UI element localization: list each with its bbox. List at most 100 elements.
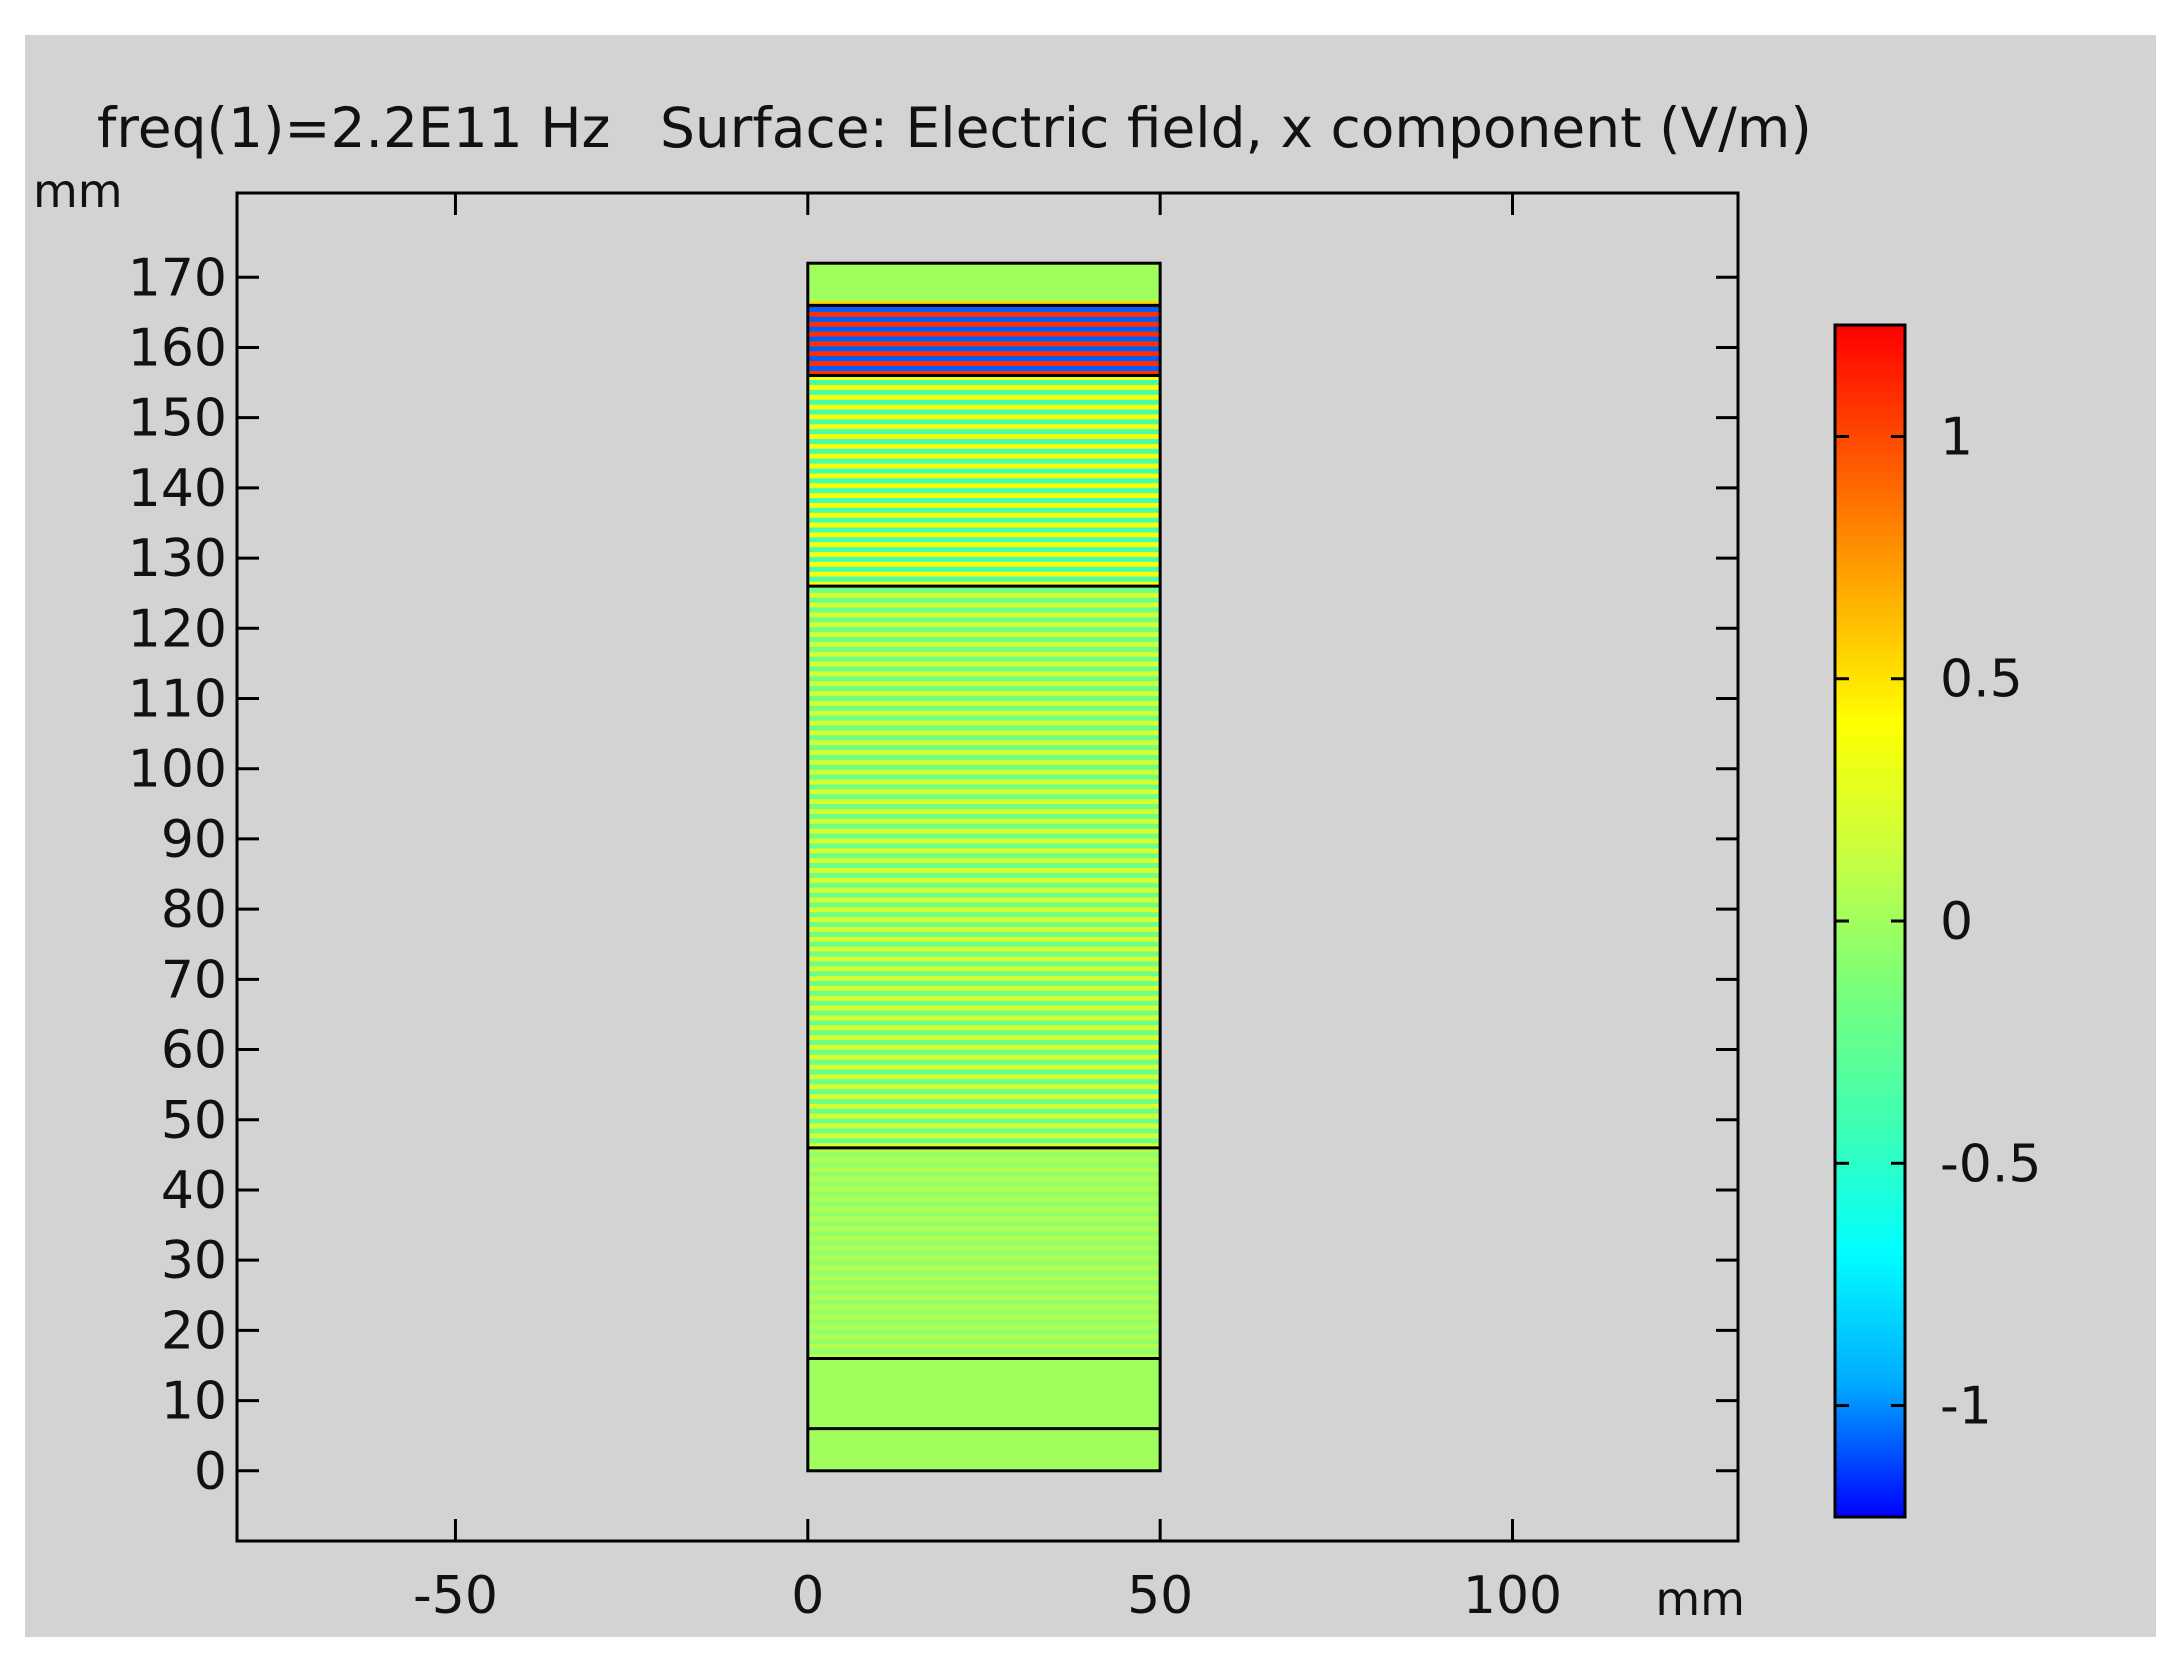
field-stripe: [807, 355, 1161, 362]
colorbar-tick-label: 0: [1940, 892, 1973, 952]
field-stripe: [807, 872, 1161, 878]
field-stripe: [807, 1171, 1161, 1177]
field-stripe: [807, 1138, 1161, 1144]
y-tick-label: 70: [161, 950, 227, 1010]
field-stripe: [807, 458, 1161, 464]
field-stripe: [807, 487, 1161, 494]
y-axis-unit: mm: [33, 164, 123, 218]
y-tick-label: 130: [128, 529, 227, 589]
field-stripe: [807, 720, 1161, 726]
field-stripe: [807, 1059, 1161, 1065]
x-tick-label: -50: [413, 1566, 498, 1626]
field-stripe: [807, 897, 1161, 903]
field-stripe: [807, 541, 1161, 548]
field-stripe: [807, 1079, 1161, 1085]
field-stripe: [807, 1215, 1161, 1222]
field-stripe: [807, 1128, 1161, 1134]
field-stripe: [807, 414, 1161, 420]
field-stripe: [807, 1088, 1161, 1095]
field-stripe: [807, 1206, 1161, 1212]
field-stripe: [807, 566, 1161, 572]
y-tick-label: 100: [128, 740, 227, 800]
field-stripe: [807, 887, 1161, 893]
field-stripe: [807, 980, 1161, 986]
field-stripe: [807, 1343, 1161, 1349]
field-stripe: [807, 365, 1161, 371]
field-stripe: [807, 1083, 1161, 1090]
field-stripe: [807, 502, 1161, 508]
field-stripe: [807, 497, 1161, 503]
field-stripe: [807, 571, 1161, 577]
field-stripe: [807, 448, 1161, 454]
field-stripe: [807, 379, 1161, 385]
field-stripe: [807, 705, 1161, 711]
field-stripe: [807, 1093, 1161, 1099]
field-stripe: [807, 695, 1161, 701]
field-stripe: [807, 1005, 1161, 1011]
field-stripe: [807, 764, 1161, 770]
field-stripe: [807, 1103, 1161, 1109]
field-stripe: [807, 507, 1161, 513]
field-stripe: [807, 301, 1161, 306]
field-stripe: [807, 808, 1161, 814]
field-stripe: [807, 1333, 1161, 1340]
y-tick-label: 60: [161, 1021, 227, 1081]
field-stripe: [807, 453, 1161, 459]
y-tick-label: 50: [161, 1091, 227, 1151]
field-stripe: [807, 823, 1161, 829]
field-stripe: [807, 602, 1161, 608]
field-stripe: [807, 1289, 1161, 1295]
field-stripe: [807, 409, 1161, 415]
field-stripe: [807, 1069, 1161, 1075]
field-stripe: [807, 346, 1161, 352]
field-stripe: [807, 951, 1161, 957]
field-stripe: [807, 739, 1161, 746]
field-stripe: [807, 1142, 1161, 1149]
colorbar: 1 0.5 0 -0.5 -1: [1833, 323, 2041, 1519]
field-stripe: [807, 730, 1161, 736]
x-tick-label: 50: [1127, 1566, 1193, 1626]
field-stripe: [807, 1000, 1161, 1006]
field-stripe: [807, 1123, 1161, 1129]
field-stripe: [807, 375, 1161, 381]
field-stripe: [807, 789, 1161, 795]
colorbar-tick-label: -0.5: [1940, 1134, 2041, 1194]
field-stripe: [807, 576, 1161, 582]
field-stripe: [807, 857, 1161, 864]
field-stripe: [807, 1324, 1161, 1330]
field-stripe: [807, 990, 1161, 996]
field-stripe: [807, 1064, 1161, 1070]
field-stripe: [807, 468, 1161, 474]
field-stripe: [807, 848, 1161, 854]
field-stripe: [807, 774, 1161, 780]
field-stripe: [807, 666, 1161, 672]
field-stripe: [807, 1225, 1161, 1231]
y-tick-label: 110: [128, 670, 227, 730]
field-stripe: [807, 1338, 1161, 1345]
field-stripe: [807, 671, 1161, 677]
y-tick-label: 140: [128, 459, 227, 519]
field-stripe: [807, 715, 1161, 721]
field-stripe: [807, 527, 1161, 533]
x-axis-unit: mm: [1655, 1572, 1745, 1626]
field-stripe: [807, 612, 1161, 618]
field-stripe: [807, 311, 1161, 317]
field-stripe: [807, 828, 1161, 834]
field-stripe: [807, 1113, 1161, 1119]
field-stripe: [807, 636, 1161, 642]
field-stripe: [807, 428, 1161, 435]
field-stripe: [807, 1039, 1161, 1045]
field-stripe: [807, 556, 1161, 562]
field-stripe: [807, 833, 1161, 839]
field-stripe: [807, 336, 1161, 342]
field-stripe: [807, 492, 1161, 499]
field-stripe: [807, 1309, 1161, 1315]
field-stripe: [807, 843, 1161, 849]
field-stripe: [807, 1074, 1161, 1080]
field-stripe: [807, 1299, 1161, 1305]
field-stripe: [807, 985, 1161, 991]
field-stripe: [807, 735, 1161, 741]
field-stripe: [807, 631, 1161, 638]
field-stripe: [807, 512, 1161, 518]
field-stripe: [807, 561, 1161, 567]
